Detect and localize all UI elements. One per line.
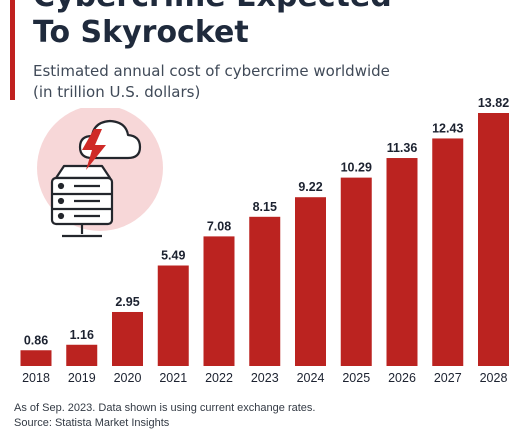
illustration-svg: [37, 105, 163, 238]
category-label-2028: 2028: [480, 371, 508, 385]
value-label-2020: 2.95: [115, 295, 139, 309]
value-label-group: 0.86 1.16 2.95 5.49 7.08 8.15 9.22 10.29 11.36 12…: [24, 96, 509, 347]
value-label-2024: 9.22: [298, 180, 322, 194]
value-label-2022: 7.08: [207, 219, 231, 233]
footer-note: As of Sep. 2023. Data shown is using cur…: [14, 402, 316, 414]
value-label-2018: 0.86: [24, 333, 48, 347]
chart-subtitle: Estimated annual cost of cybercrime worl…: [33, 61, 473, 103]
value-label-2028: 13.82: [478, 96, 509, 110]
server-icon: [50, 164, 114, 238]
category-label-group: 2018 2019 2020 2021 2022 2023 2024 2025 2026 2027…: [22, 371, 507, 385]
bar-2022: [203, 236, 235, 366]
chart-title: Cybercrime Expected To Skyrocket: [33, 0, 392, 51]
bar-2023: [249, 216, 281, 366]
category-label-2023: 2023: [251, 371, 279, 385]
value-label-2026: 11.36: [387, 141, 418, 155]
category-label-2025: 2025: [342, 371, 370, 385]
bar-2024: [295, 197, 326, 366]
chart-subtitle-line-1: Estimated annual cost of cybercrime worl…: [33, 62, 390, 80]
bar-2020: [112, 311, 143, 366]
footer-source: Source: Statista Market Insights: [14, 417, 170, 429]
bar-2021: [157, 265, 189, 366]
value-label-2019: 1.16: [70, 328, 94, 342]
bar-2028: [478, 113, 509, 366]
value-label-2027: 12.43: [432, 121, 463, 135]
category-label-2026: 2026: [388, 371, 416, 385]
bar-2018: [20, 350, 52, 366]
category-label-2020: 2020: [114, 371, 142, 385]
bar-group: [20, 113, 509, 366]
category-label-2022: 2022: [205, 371, 233, 385]
category-label-2027: 2027: [434, 371, 462, 385]
chart-title-line-2: To Skyrocket: [33, 15, 249, 50]
chart-subtitle-line-2: (in trillion U.S. dollars): [33, 83, 201, 101]
category-label-2019: 2019: [68, 371, 96, 385]
lightning-icon: [82, 129, 106, 170]
bar-2027: [432, 138, 464, 366]
title-accent-bar: [10, 0, 15, 100]
category-label-2021: 2021: [159, 371, 187, 385]
bar-2026: [386, 158, 418, 366]
value-label-2021: 5.49: [161, 249, 185, 263]
chart-title-line-1: Cybercrime Expected: [33, 0, 392, 15]
bar-2025: [340, 177, 372, 366]
category-label-2018: 2018: [22, 371, 50, 385]
cybercrime-illustration: [30, 105, 170, 258]
bar-2019: [66, 344, 98, 366]
value-label-2023: 8.15: [253, 200, 277, 214]
footer: As of Sep. 2023. Data shown is using cur…: [14, 401, 315, 431]
value-label-2025: 10.29: [341, 161, 372, 175]
category-label-2024: 2024: [297, 371, 325, 385]
